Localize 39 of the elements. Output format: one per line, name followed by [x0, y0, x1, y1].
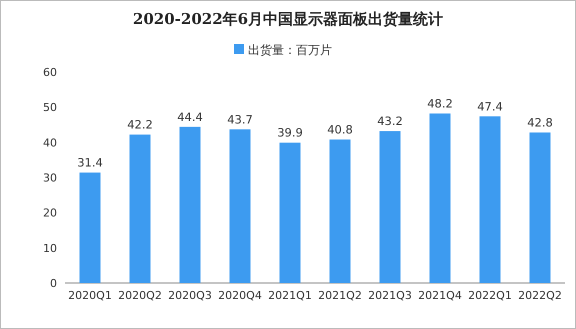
- x-tick-label: 2021Q4: [418, 289, 462, 302]
- x-tick-label: 2022Q1: [468, 289, 512, 302]
- x-tick-label: 2020Q4: [218, 289, 262, 302]
- chart-title: 2020-2022年6月中国显示器面板出货量统计: [132, 10, 444, 28]
- y-tick-label: 20: [43, 206, 57, 220]
- bar: [530, 132, 550, 283]
- data-label: 39.9: [277, 126, 303, 140]
- y-tick-label: 60: [43, 66, 57, 79]
- bar: [180, 126, 200, 283]
- x-tick-label: 2020Q3: [168, 289, 212, 302]
- bar: [380, 131, 400, 283]
- bar: [480, 116, 500, 283]
- bar: [230, 129, 250, 283]
- bar: [430, 113, 450, 283]
- x-tick-label: 2020Q1: [68, 289, 112, 302]
- x-tick-label: 2020Q2: [118, 289, 162, 302]
- bar: [80, 172, 100, 283]
- x-tick-label: 2022Q2: [518, 289, 562, 302]
- bar: [330, 140, 350, 283]
- bar: [280, 142, 300, 283]
- y-tick-label: 10: [43, 242, 57, 255]
- data-label: 31.4: [77, 156, 103, 170]
- data-label: 43.7: [227, 112, 253, 126]
- data-label: 42.8: [527, 115, 553, 130]
- y-tick-label: 40: [43, 136, 57, 150]
- y-tick-label: 50: [43, 101, 57, 114]
- x-tick-label: 2021Q3: [368, 289, 412, 302]
- data-label: 42.2: [127, 118, 153, 132]
- data-label: 43.2: [377, 114, 403, 128]
- x-tick-label: 2021Q1: [268, 289, 312, 302]
- bar: [130, 134, 150, 283]
- legend: 出货量：百万片: [234, 43, 332, 57]
- data-label: 44.4: [177, 110, 203, 124]
- data-label: 47.4: [477, 99, 503, 114]
- y-tick-label: 0: [50, 277, 57, 290]
- y-tick-label: 30: [43, 172, 57, 184]
- data-label: 40.8: [327, 122, 353, 137]
- x-tick-label: 2021Q2: [318, 289, 362, 302]
- data-label: 48.2: [427, 96, 453, 110]
